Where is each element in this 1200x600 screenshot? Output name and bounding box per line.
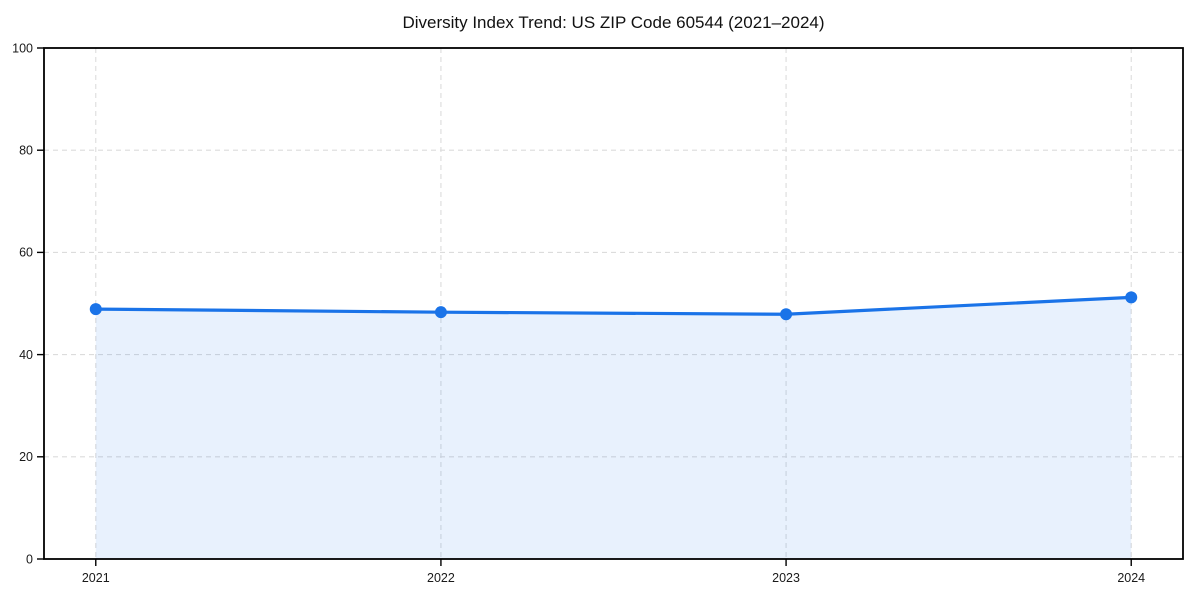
chart-title: Diversity Index Trend: US ZIP Code 60544…	[402, 13, 825, 32]
tick-labels: 0 20 40 60 80 100 2021 2022 2023 2024	[12, 41, 1145, 585]
y-tick-label: 80	[19, 144, 33, 158]
y-tick-label: 60	[19, 246, 33, 260]
x-tick-label: 2023	[772, 571, 800, 585]
data-point-marker	[780, 308, 793, 321]
x-tick-label: 2024	[1117, 571, 1145, 585]
data-point-marker	[1125, 291, 1138, 304]
y-tick-label: 100	[12, 41, 33, 55]
plot-border	[43, 47, 1184, 560]
series-line	[94, 295, 1133, 316]
series-markers	[89, 291, 1138, 321]
x-tick-label: 2021	[82, 571, 110, 585]
y-tick-label: 20	[19, 450, 33, 464]
data-point-marker	[89, 303, 102, 316]
x-tick-label: 2022	[427, 571, 455, 585]
tick-marks	[37, 47, 1132, 566]
series-area-fill	[95, 297, 1132, 559]
data-point-marker	[434, 306, 447, 319]
y-tick-label: 0	[26, 552, 33, 566]
y-tick-label: 40	[19, 348, 33, 362]
